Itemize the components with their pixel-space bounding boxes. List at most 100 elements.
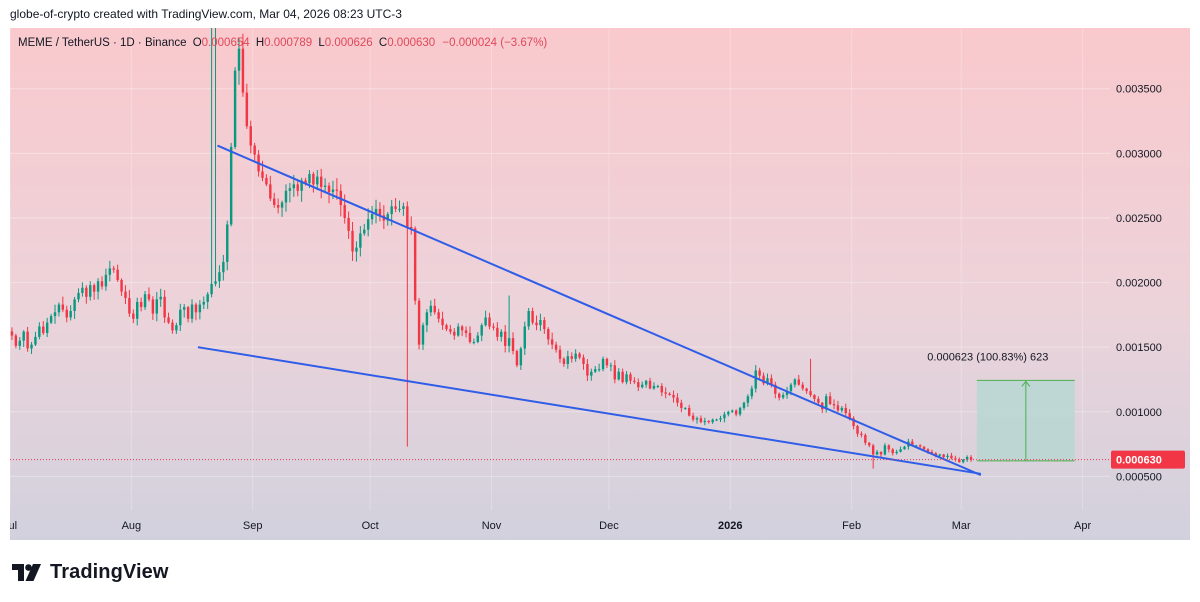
candle-body [519, 348, 523, 366]
candle-body [276, 205, 280, 208]
candle-body [453, 331, 456, 336]
candle-body [449, 329, 452, 332]
candle-body [331, 189, 335, 193]
candle-body [699, 418, 703, 423]
candle-body [81, 287, 84, 293]
candle-body [143, 294, 147, 308]
x-tick-label: Apr [1074, 520, 1091, 532]
open-value: 0.000654 [201, 37, 250, 49]
candle-body [527, 310, 530, 327]
candle-body [488, 317, 491, 327]
candle-body [366, 219, 370, 230]
candle-body [503, 331, 507, 346]
candle-body [347, 217, 350, 231]
candle-body [840, 407, 844, 411]
change-value: −0.000024 (−3.67%) [442, 37, 548, 49]
candle-body [703, 420, 707, 423]
candle-body [378, 208, 382, 216]
candle-body [507, 338, 511, 346]
trendlines [197, 144, 982, 477]
candle-body [930, 451, 934, 454]
candle-body [26, 331, 29, 349]
candle-body [625, 374, 628, 383]
candle-body [136, 301, 139, 319]
candle-body [421, 325, 425, 345]
y-tick-label: 0.000500 [1116, 471, 1162, 483]
candle-body [597, 369, 601, 371]
candle-body [65, 309, 68, 318]
candle-body [30, 344, 33, 349]
candle-body [457, 326, 460, 336]
candle-body [738, 407, 742, 415]
candle-body [245, 92, 249, 127]
chart-area[interactable]: 0.000623 (100.83%) 623 0.003500 0.003000 0… [10, 28, 1190, 540]
candle-body [648, 380, 652, 389]
candle-body [480, 325, 483, 336]
x-tick-label: Aug [122, 520, 142, 532]
candle-body [202, 301, 205, 305]
symbol-label[interactable]: MEME / TetherUS · 1D · Binance [18, 37, 187, 49]
candle-body [69, 310, 72, 318]
candle-body [590, 371, 593, 376]
candle-body [570, 356, 573, 359]
candle-body [108, 268, 112, 275]
candle-body [523, 326, 526, 349]
trendline-upper [217, 144, 982, 477]
candle-body [742, 402, 746, 408]
candle-body [531, 310, 534, 323]
candle-body [766, 378, 769, 384]
candle-body [656, 385, 660, 387]
candle-body [253, 145, 256, 155]
candle-body [472, 342, 476, 344]
candle-body [621, 371, 624, 383]
candle-body [758, 370, 761, 376]
candle-body [370, 214, 374, 220]
candle-body [605, 358, 609, 366]
candle-body [875, 451, 879, 455]
price-axis: 0.003500 0.003000 0.002500 0.002000 0.001500… [1111, 84, 1185, 483]
close-value: 0.000630 [387, 37, 436, 49]
candle-body [613, 365, 617, 380]
candle-body [543, 320, 546, 330]
candle-body [789, 384, 793, 392]
candle-body [163, 296, 166, 318]
candle-body [617, 371, 620, 380]
candle-body [351, 230, 354, 252]
candle-body [241, 48, 245, 93]
candle-body [582, 357, 585, 364]
low-label: L [318, 37, 325, 49]
candle-body [316, 176, 319, 185]
candle-body [308, 174, 311, 184]
candle-body [547, 329, 550, 340]
tradingview-logo[interactable]: TradingView [12, 561, 169, 584]
candle-body [828, 396, 832, 405]
candle-body [233, 70, 237, 147]
candle-body [734, 410, 738, 415]
y-tick-label: 0.002000 [1116, 278, 1162, 290]
candle-body [210, 283, 213, 295]
candle-body [824, 396, 828, 410]
candle-body [284, 190, 288, 203]
candle-body [464, 330, 468, 333]
candle-body [104, 274, 108, 287]
x-tick-label: 2026 [718, 520, 742, 532]
candle-body [832, 404, 836, 406]
y-tick-label: 0.002500 [1116, 213, 1162, 225]
tradingview-brand: TradingView [50, 561, 169, 583]
candle-body [958, 459, 961, 463]
candle-body [566, 356, 570, 364]
candle-body [77, 292, 80, 300]
candle-body [390, 206, 393, 215]
candle-body [34, 336, 37, 345]
candle-body [476, 335, 480, 343]
candle-body [296, 184, 299, 191]
ohlc-legend: MEME / TetherUS · 1D · Binance O0.000654… [18, 37, 547, 49]
price-chart[interactable]: 0.000623 (100.83%) 623 0.0035000.0030000… [10, 28, 1190, 540]
candle-body [132, 313, 135, 319]
candle-body [852, 418, 855, 427]
candle-body [10, 331, 14, 336]
candle-body [918, 445, 922, 447]
candle-body [89, 285, 92, 297]
x-tick-label: Mar [952, 520, 971, 532]
candle-body [601, 358, 605, 370]
